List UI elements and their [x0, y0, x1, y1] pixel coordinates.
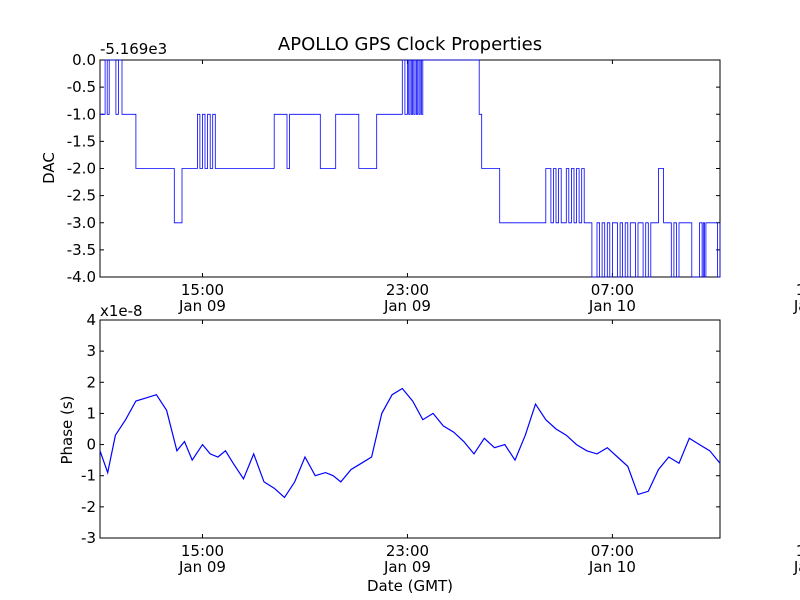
phase-ytick-label: 0	[86, 436, 96, 454]
dac-ytick-label: -3.5	[67, 241, 96, 259]
dac-series-line-0	[100, 59, 721, 278]
dac-ytick-label: 0.0	[72, 51, 96, 69]
phase-ytick-label: 2	[86, 373, 96, 391]
dac-series	[100, 59, 721, 278]
phase-ytick-label: 3	[86, 342, 96, 360]
dac-xtick-date: Jan 09	[178, 297, 226, 315]
x-axis-label: Date (GMT)	[367, 577, 453, 595]
dac-ytick-label: -1.5	[67, 132, 96, 150]
dac-ytick-label: -2.5	[67, 187, 96, 205]
dac-xtick-time: 07:00	[591, 281, 634, 299]
dac-panel: -4.0 -3.5 -3.0 -2.5 -2.0 -1.5 -1.0 -0.5 0.0 15:00…	[40, 40, 800, 315]
phase-xtick-date: Jan 09	[178, 558, 226, 576]
phase-ytick-label: -3	[81, 529, 96, 547]
dac-xtick-date: Jan 10	[588, 297, 636, 315]
dac-xtick-time: 15:00	[181, 281, 224, 299]
dac-ytick-label: -2.0	[67, 160, 96, 178]
phase-ytick-label: 1	[86, 404, 96, 422]
dac-xtick-date: Jan 09	[383, 297, 431, 315]
phase-plot-area	[99, 319, 721, 539]
phase-xtick-time: 07:00	[591, 542, 634, 560]
dac-ticks: -4.0 -3.5 -3.0 -2.5 -2.0 -1.5 -1.0 -0.5 0.0 15:00…	[67, 51, 800, 315]
dac-xtick-time: 15:00	[796, 281, 800, 299]
dac-ytick-label: -1.0	[67, 105, 96, 123]
phase-xtick-time: 15:00	[181, 542, 224, 560]
phase-xtick-date: Jan 10	[793, 558, 800, 576]
phase-xtick-time: 15:00	[796, 542, 800, 560]
phase-series-line-0	[99, 387, 721, 499]
figure-title: APOLLO GPS Clock Properties	[278, 34, 542, 55]
phase-series	[99, 387, 721, 499]
dac-ytick-label: -0.5	[67, 78, 96, 96]
phase-ytick-label: -2	[81, 498, 96, 516]
phase-offset-label: x1e-8	[100, 302, 143, 320]
dac-ylabel: DAC	[40, 152, 58, 184]
dac-xtick-date: Jan 10	[793, 297, 800, 315]
phase-xtick-date: Jan 10	[588, 558, 636, 576]
dac-ytick-label: -3.0	[67, 214, 96, 232]
dac-offset-label: -5.169e3	[100, 40, 167, 58]
phase-xtick-time: 23:00	[386, 542, 429, 560]
phase-ylabel: Phase (s)	[58, 395, 76, 464]
phase-ytick-label: 4	[86, 311, 96, 329]
dac-xtick-time: 23:00	[386, 281, 429, 299]
phase-xtick-date: Jan 09	[383, 558, 431, 576]
dac-ytick-label: -4.0	[67, 268, 96, 286]
phase-ytick-label: -1	[81, 467, 96, 485]
